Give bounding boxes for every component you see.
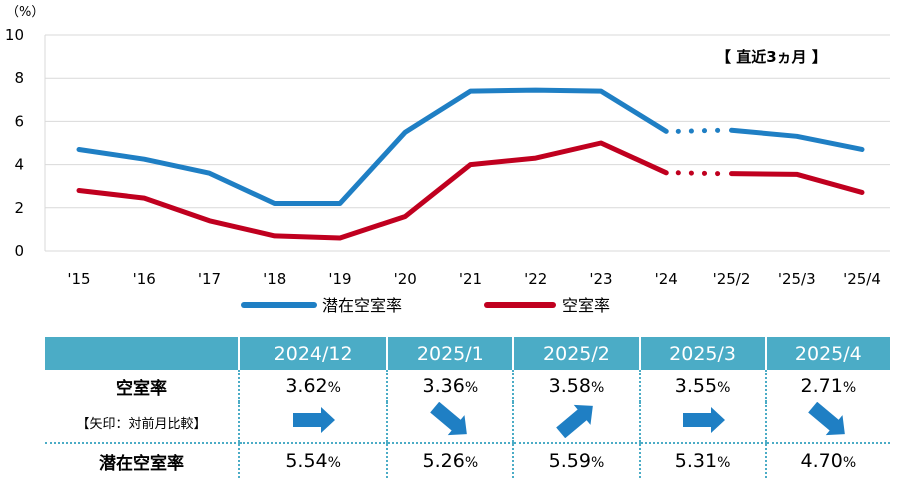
vacancy-value: 3.36% xyxy=(386,370,514,402)
vacancy-value: 3.58% xyxy=(512,370,640,402)
legend-label-potential: 潜在空室率 xyxy=(322,296,402,315)
y-tick-label: 2 xyxy=(14,199,24,217)
series-line xyxy=(76,87,669,206)
legend-label-vacancy: 空室率 xyxy=(562,296,610,315)
y-tick-labels: 0 2 4 6 8 10 xyxy=(5,26,24,260)
arrow-shape xyxy=(682,407,725,433)
header-month: 2025/1 xyxy=(386,337,514,370)
header-month: 2025/4 xyxy=(764,337,890,370)
x-tick-label: '25/4 xyxy=(843,270,881,288)
series-line xyxy=(729,171,865,195)
vacancy-row: 空室率 3.62% 3.36% 3.58% 3.55% 2.71% xyxy=(45,370,890,402)
vacancy-value: 3.62% xyxy=(237,370,388,402)
x-tick-labels: '15 '16 '17 '18 '19 '20 '21 '22 '23 '24 '25/2 '25/3… xyxy=(67,270,881,288)
x-tick-label: '21 xyxy=(459,270,482,288)
x-tick-label: '19 xyxy=(328,270,351,288)
x-tick-label: '24 xyxy=(655,270,678,288)
arrow-shape xyxy=(556,404,594,438)
unit-label: （%） xyxy=(6,5,44,20)
potential-value: 5.26% xyxy=(386,443,514,478)
header-month: 2025/2 xyxy=(512,337,640,370)
arrow-row-label: 【矢印：対前月比較】 xyxy=(45,402,239,444)
x-tick-label: '25/2 xyxy=(713,270,751,288)
x-tick-label: '25/3 xyxy=(778,270,816,288)
series-line xyxy=(76,140,669,241)
potential-value: 5.59% xyxy=(512,443,640,478)
vacancy-value: 2.71% xyxy=(764,370,890,402)
arrow-shape xyxy=(293,407,336,433)
potential-value: 5.54% xyxy=(237,443,388,478)
table-header-row: 2024/12 2025/1 2025/2 2025/3 2025/4 xyxy=(45,337,890,370)
arrow-down-right-icon xyxy=(808,402,846,436)
grid-lines xyxy=(44,34,890,252)
arrow-shape xyxy=(808,402,846,436)
potential-value: 5.31% xyxy=(638,443,766,478)
vacancy-row-label: 空室率 xyxy=(116,378,167,399)
y-tick-label: 4 xyxy=(14,156,24,174)
arrow-right-icon xyxy=(682,407,725,433)
x-tick-label: '15 xyxy=(67,270,90,288)
arrow-shape xyxy=(430,402,468,436)
dotted-connector xyxy=(675,127,724,134)
potential-value: 4.70% xyxy=(764,443,890,478)
y-tick-label: 8 xyxy=(14,69,24,87)
series-lines xyxy=(76,87,865,241)
x-tick-label: '23 xyxy=(589,270,612,288)
arrow-right-icon xyxy=(293,407,336,433)
series-line xyxy=(729,127,865,152)
vacancy-line-chart: 0 2 4 6 8 10 '15 '16 '17 '18 '19 '20 '21 '22 '23 '24 '2… xyxy=(5,5,890,315)
header-blank-cell xyxy=(45,337,239,370)
potential-row: 潜在空室率 5.54% 5.26% 5.59% 5.31% 4.70% xyxy=(45,443,890,478)
arrow-row: 【矢印：対前月比較】 xyxy=(45,402,890,444)
monthly-vacancy-table: 2024/12 2025/1 2025/2 2025/3 2025/4 空室率 … xyxy=(45,337,890,478)
recent-three-months-label: 【 直近3ヵ月 】 xyxy=(716,48,827,66)
x-tick-label: '18 xyxy=(263,270,286,288)
y-tick-label: 10 xyxy=(5,26,24,44)
y-tick-label: 0 xyxy=(14,242,24,260)
x-tick-label: '20 xyxy=(394,270,417,288)
arrow-down-right-icon xyxy=(430,402,468,436)
x-tick-label: '17 xyxy=(198,270,221,288)
x-tick-label: '16 xyxy=(133,270,156,288)
dotted-connector xyxy=(675,170,724,177)
header-month: 2024/12 xyxy=(237,337,388,370)
header-month: 2025/3 xyxy=(638,337,766,370)
vacancy-value: 3.55% xyxy=(638,370,766,402)
arrow-up-right-icon xyxy=(556,404,594,438)
y-tick-label: 6 xyxy=(14,112,24,130)
legend: 潜在空室率 空室率 xyxy=(241,296,610,315)
potential-row-label: 潜在空室率 xyxy=(99,453,184,474)
x-tick-label: '22 xyxy=(524,270,547,288)
